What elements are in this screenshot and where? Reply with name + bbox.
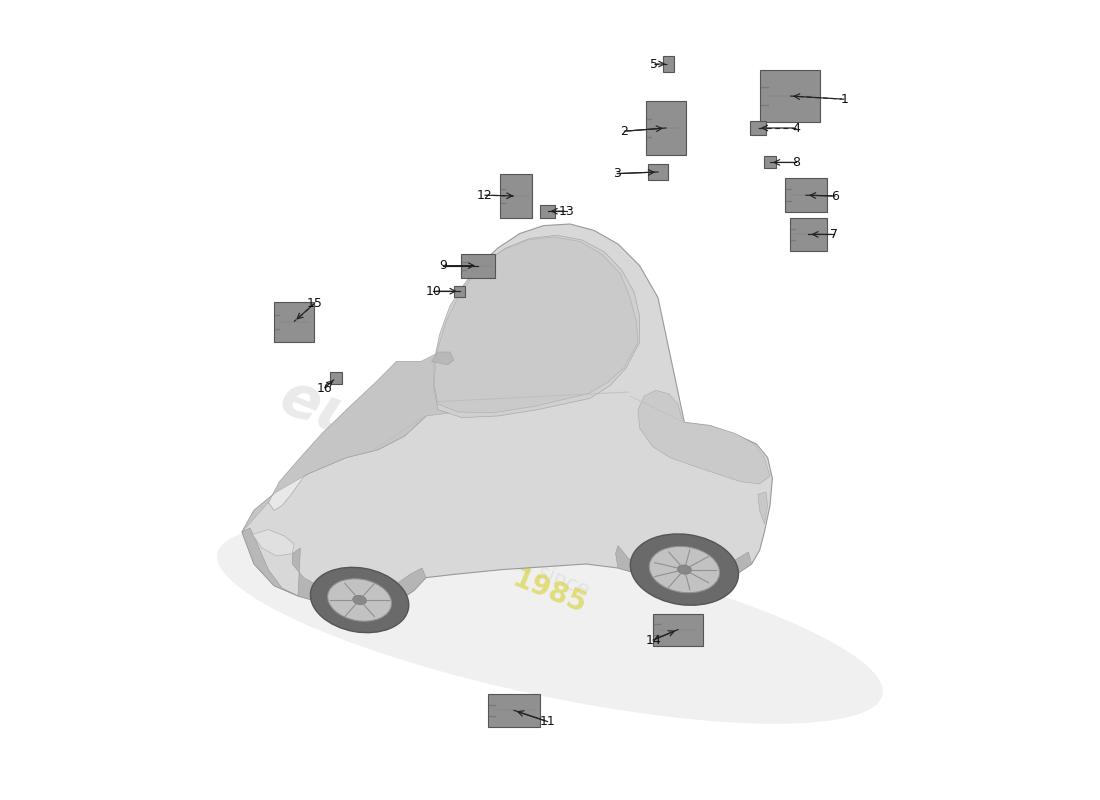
Polygon shape xyxy=(252,530,294,556)
Polygon shape xyxy=(242,528,298,596)
FancyBboxPatch shape xyxy=(330,372,342,384)
FancyBboxPatch shape xyxy=(461,254,495,278)
Text: 9: 9 xyxy=(439,259,447,272)
Text: 4: 4 xyxy=(792,122,801,134)
Text: 14: 14 xyxy=(646,634,661,646)
Polygon shape xyxy=(431,352,454,365)
Text: 8: 8 xyxy=(792,156,801,169)
Text: 2: 2 xyxy=(620,125,628,138)
Polygon shape xyxy=(268,362,434,510)
FancyBboxPatch shape xyxy=(760,70,820,122)
FancyBboxPatch shape xyxy=(274,302,313,342)
Polygon shape xyxy=(434,235,639,418)
Text: 3: 3 xyxy=(614,167,622,180)
FancyBboxPatch shape xyxy=(653,614,703,646)
Text: a passion for parts since: a passion for parts since xyxy=(348,487,592,601)
FancyBboxPatch shape xyxy=(763,156,777,168)
Text: 10: 10 xyxy=(426,285,441,298)
FancyBboxPatch shape xyxy=(648,164,668,180)
Text: 12: 12 xyxy=(476,189,493,202)
Polygon shape xyxy=(293,548,426,610)
FancyBboxPatch shape xyxy=(454,286,465,297)
Text: 1: 1 xyxy=(840,93,848,106)
FancyBboxPatch shape xyxy=(540,205,556,218)
Ellipse shape xyxy=(328,578,392,622)
Text: 6: 6 xyxy=(830,190,838,202)
Polygon shape xyxy=(638,390,770,484)
Text: 1985: 1985 xyxy=(509,565,591,619)
Text: 16: 16 xyxy=(317,382,332,394)
Polygon shape xyxy=(242,354,458,532)
Text: 13: 13 xyxy=(559,205,574,218)
Polygon shape xyxy=(242,224,772,610)
FancyBboxPatch shape xyxy=(785,178,827,212)
Polygon shape xyxy=(616,546,751,582)
FancyBboxPatch shape xyxy=(488,694,540,727)
Text: 15: 15 xyxy=(307,297,322,310)
FancyBboxPatch shape xyxy=(790,218,827,251)
Ellipse shape xyxy=(649,546,719,593)
Text: 11: 11 xyxy=(540,715,556,728)
FancyBboxPatch shape xyxy=(663,56,673,71)
Text: 5: 5 xyxy=(650,58,658,70)
Polygon shape xyxy=(758,492,768,524)
Text: 7: 7 xyxy=(830,228,838,241)
FancyBboxPatch shape xyxy=(500,174,532,218)
Text: eurospares: eurospares xyxy=(273,369,636,559)
FancyBboxPatch shape xyxy=(750,121,766,135)
FancyBboxPatch shape xyxy=(646,102,686,154)
Ellipse shape xyxy=(630,534,738,606)
Polygon shape xyxy=(434,237,638,413)
Ellipse shape xyxy=(678,565,692,574)
Ellipse shape xyxy=(310,567,409,633)
Ellipse shape xyxy=(217,524,883,724)
Ellipse shape xyxy=(353,595,366,605)
